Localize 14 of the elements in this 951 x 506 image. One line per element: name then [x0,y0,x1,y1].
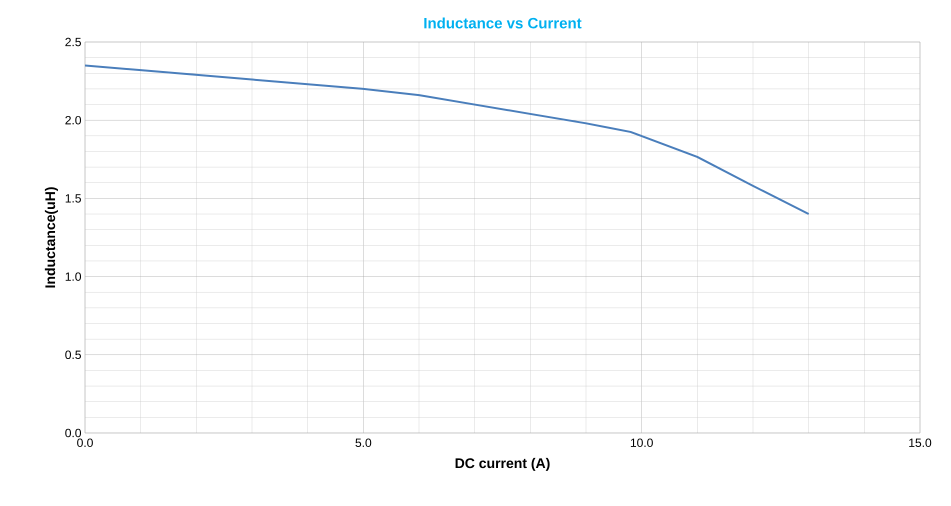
chart-title: Inductance vs Current [424,17,582,28]
y-tick-label: 2.0 [65,116,82,124]
x-tick-label: 5.0 [355,438,372,448]
x-tick-label: 15.0 [909,438,932,448]
x-axis-title: DC current (A) [456,458,550,471]
x-tick-label: 10.0 [630,438,653,448]
x-tick-label: 0.0 [77,438,93,448]
y-tick-label: 0.0 [65,428,82,438]
y-tick-label: 1.0 [66,272,82,281]
y-tick-label: 2.5 [65,38,81,46]
y-axis-title: Inductance(uH) [44,187,58,288]
line-series [85,64,810,216]
y-tick-label: 1.5 [66,194,81,203]
y-tick-label: 0.5 [65,350,81,360]
